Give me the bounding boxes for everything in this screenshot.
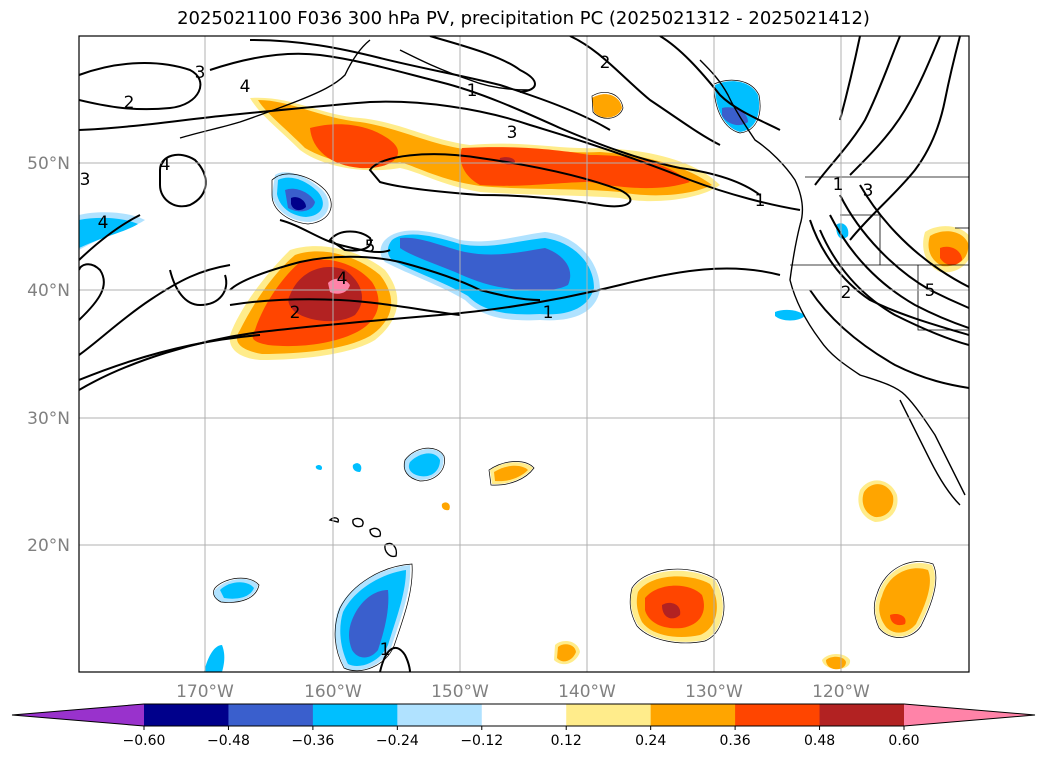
- colorbar-segment: [566, 704, 652, 726]
- colorbar-tick-label: −0.12: [460, 733, 503, 749]
- contour-label: 3: [863, 181, 874, 201]
- contour-label: 3: [80, 170, 91, 190]
- contour-label: 3: [195, 63, 206, 83]
- contour-label: 2: [290, 303, 301, 323]
- colorbar-tick-label: −0.60: [123, 733, 166, 749]
- contour-labels: 2 3 4 1 3 2 4 3 4 5 4 2 1 1 3 1 2 5 1: [80, 53, 936, 660]
- colorbar-extension-high: [904, 704, 1035, 726]
- contour-label: 1: [755, 191, 766, 211]
- colorbar-segment: [819, 704, 905, 726]
- contour-label: 2: [124, 93, 135, 113]
- colorbar-extension-low: [12, 704, 144, 726]
- colorbar-tick-label: −0.24: [376, 733, 419, 749]
- lon-label: 170°W: [176, 682, 234, 702]
- pv-contours: [79, 36, 969, 672]
- colorbar-segment: [312, 704, 398, 726]
- colorbar-segment: [397, 704, 483, 726]
- lat-label: 50°N: [27, 154, 70, 174]
- lat-label: 30°N: [27, 409, 70, 429]
- contour-label: 4: [240, 77, 251, 97]
- colorbar-segment: [650, 704, 736, 726]
- contour-label: 2: [841, 283, 852, 303]
- coastlines: [179, 39, 966, 558]
- map-title: 2025021100 F036 300 hPa PV, precipitatio…: [177, 8, 870, 29]
- contour-label: 4: [160, 155, 171, 175]
- colorbar-tick-label: 0.12: [551, 733, 582, 749]
- precip-outlines: [213, 79, 937, 672]
- lon-label: 140°W: [558, 682, 616, 702]
- colorbar-segment: [228, 704, 314, 726]
- contour-label: 4: [337, 269, 348, 289]
- contour-label: 1: [380, 640, 391, 660]
- colorbar-tick-label: 0.60: [888, 733, 919, 749]
- contour-label: 1: [543, 303, 554, 323]
- contour-label: 1: [833, 175, 844, 195]
- colorbar-segment: [481, 704, 567, 726]
- lon-label: 160°W: [304, 682, 362, 702]
- contour-label: 1: [467, 81, 478, 101]
- lon-label: 150°W: [431, 682, 489, 702]
- colorbar-tick-label: −0.48: [207, 733, 250, 749]
- latitude-labels: 50°N 40°N 30°N 20°N: [27, 154, 70, 556]
- contour-label: 5: [365, 237, 376, 257]
- plot-frame: [78, 35, 970, 673]
- colorbar-segment: [144, 704, 229, 726]
- gridlines: [79, 36, 969, 672]
- lon-label: 120°W: [812, 682, 870, 702]
- colorbar-tick-label: 0.24: [635, 733, 666, 749]
- contour-label: 5: [925, 281, 936, 301]
- colorbar-tick-label: 0.48: [804, 733, 835, 749]
- colorbar-tick-label: −0.36: [291, 733, 334, 749]
- colorbar-tick-label: 0.36: [720, 733, 751, 749]
- lon-label: 130°W: [685, 682, 743, 702]
- contour-label: 3: [507, 123, 518, 143]
- plot-area: [79, 36, 969, 672]
- contour-label: 2: [600, 53, 611, 73]
- lat-label: 40°N: [27, 281, 70, 301]
- contour-label: 4: [98, 213, 109, 233]
- lat-label: 20°N: [27, 536, 70, 556]
- colorbar-segment: [735, 704, 821, 726]
- precipitation-shading: [79, 81, 969, 672]
- colorbar: −0.60 −0.48 −0.36 −0.24 −0.12 0.12 0.24 0.36 0.4…: [11, 703, 1036, 749]
- longitude-labels: 170°W 160°W 150°W 140°W 130°W 120°W: [176, 682, 870, 702]
